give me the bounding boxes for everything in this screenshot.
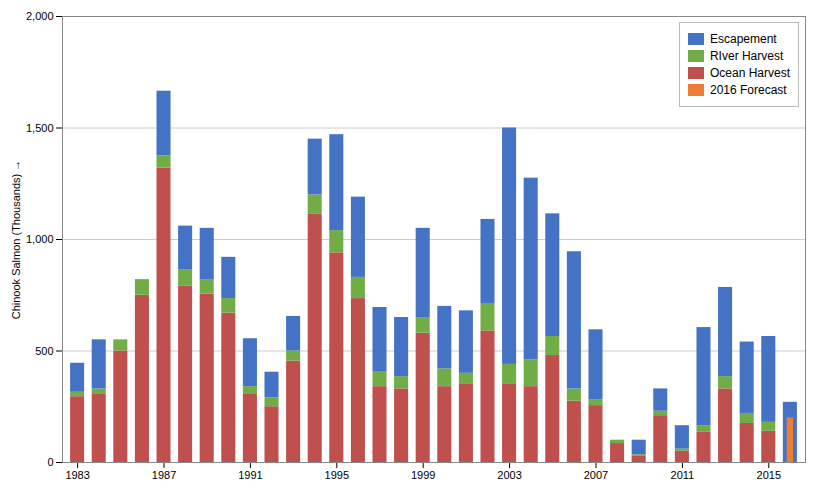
svg-text:2011: 2011 <box>671 469 695 481</box>
svg-text:2007: 2007 <box>584 469 608 481</box>
svg-text:0: 0 <box>47 456 53 468</box>
svg-text:1987: 1987 <box>152 469 176 481</box>
svg-text:1,500: 1,500 <box>26 122 54 134</box>
svg-text:Chinook Salmon (Thousands) →: Chinook Salmon (Thousands) → <box>10 160 22 320</box>
html-text:RIver Harvest: RIver Harvest <box>710 49 784 63</box>
html-text:Escapement: Escapement <box>710 32 777 46</box>
svg-text:1991: 1991 <box>238 469 262 481</box>
svg-text:1,000: 1,000 <box>26 233 54 245</box>
html-text:2016 Forecast: 2016 Forecast <box>710 83 787 97</box>
svg-text:2003: 2003 <box>497 469 521 481</box>
svg-text:1999: 1999 <box>411 469 435 481</box>
html-text:Ocean Harvest: Ocean Harvest <box>710 66 790 80</box>
svg-text:500: 500 <box>35 345 53 357</box>
svg-text:1995: 1995 <box>325 469 349 481</box>
svg-text:1983: 1983 <box>65 469 89 481</box>
svg-text:2015: 2015 <box>757 469 781 481</box>
svg-text:2,000: 2,000 <box>26 10 54 22</box>
